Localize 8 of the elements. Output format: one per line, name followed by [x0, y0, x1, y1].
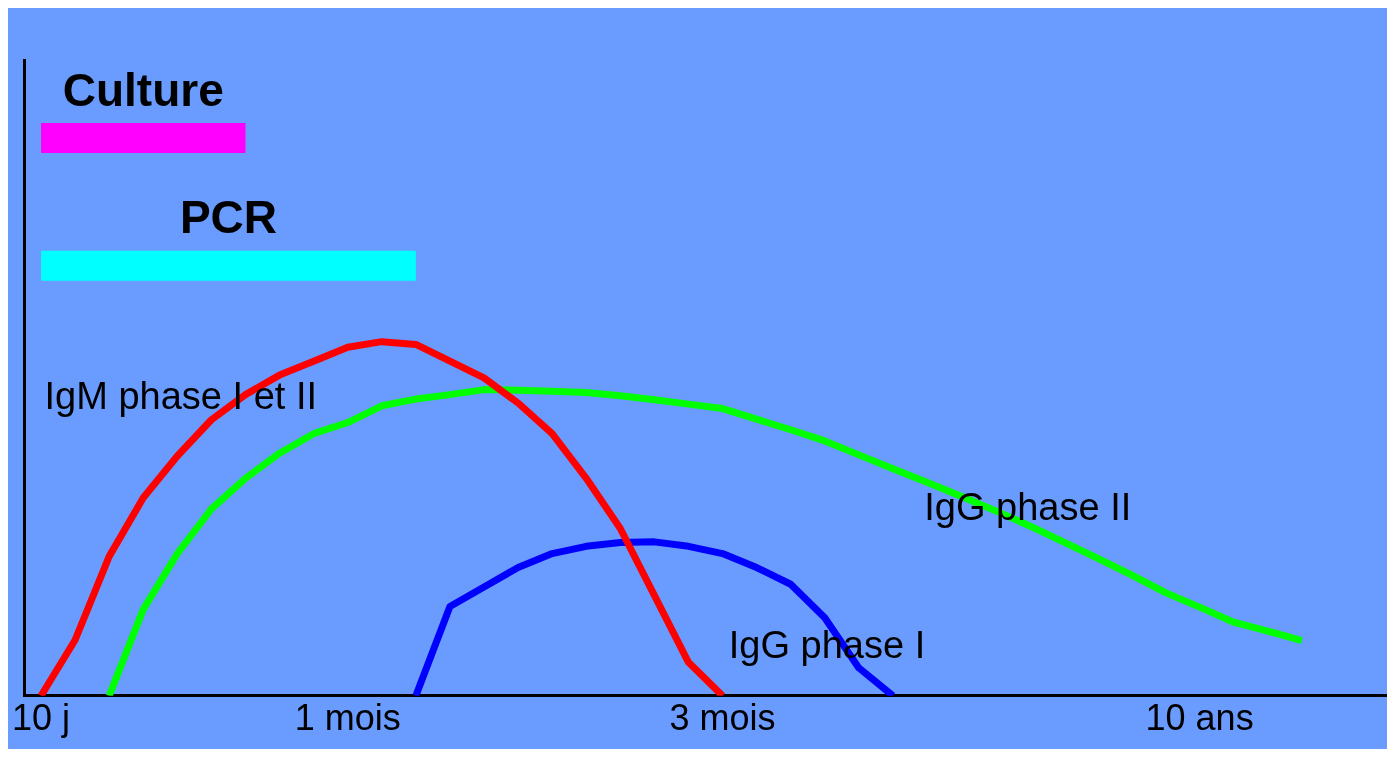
- series-label: IgG phase II: [924, 485, 1132, 528]
- x-tick-label: 10 j: [12, 697, 71, 739]
- x-tick-label: 1 mois: [294, 697, 401, 739]
- x-tick-label: 3 mois: [669, 697, 776, 739]
- series-label: IgM phase I et II: [44, 375, 318, 418]
- series-label: PCR: [179, 191, 278, 244]
- x-tick-label: 10 ans: [1145, 697, 1254, 739]
- series-label: Culture: [62, 63, 224, 116]
